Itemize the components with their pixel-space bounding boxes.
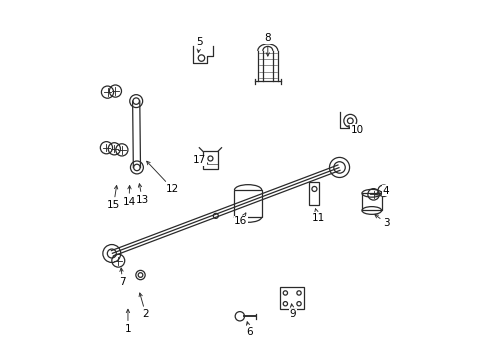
Text: 10: 10 — [347, 125, 363, 135]
Bar — [309, 182, 319, 205]
Text: 12: 12 — [146, 161, 179, 194]
Bar — [280, 287, 304, 310]
Text: 6: 6 — [246, 322, 253, 337]
Text: 13: 13 — [135, 184, 149, 205]
Text: 5: 5 — [196, 37, 203, 53]
Text: 1: 1 — [124, 309, 131, 334]
Bar — [234, 190, 261, 217]
Text: 7: 7 — [119, 268, 125, 287]
Bar — [203, 151, 218, 169]
Text: 15: 15 — [107, 185, 120, 210]
Text: 9: 9 — [289, 304, 296, 319]
Text: 14: 14 — [122, 185, 135, 207]
Text: 4: 4 — [375, 186, 388, 196]
Text: 17: 17 — [193, 155, 207, 165]
Text: 8: 8 — [264, 33, 270, 56]
Text: 16: 16 — [234, 213, 247, 226]
Text: 11: 11 — [311, 209, 324, 222]
Text: 2: 2 — [139, 293, 149, 319]
Text: 3: 3 — [374, 215, 388, 228]
Bar — [361, 193, 381, 211]
